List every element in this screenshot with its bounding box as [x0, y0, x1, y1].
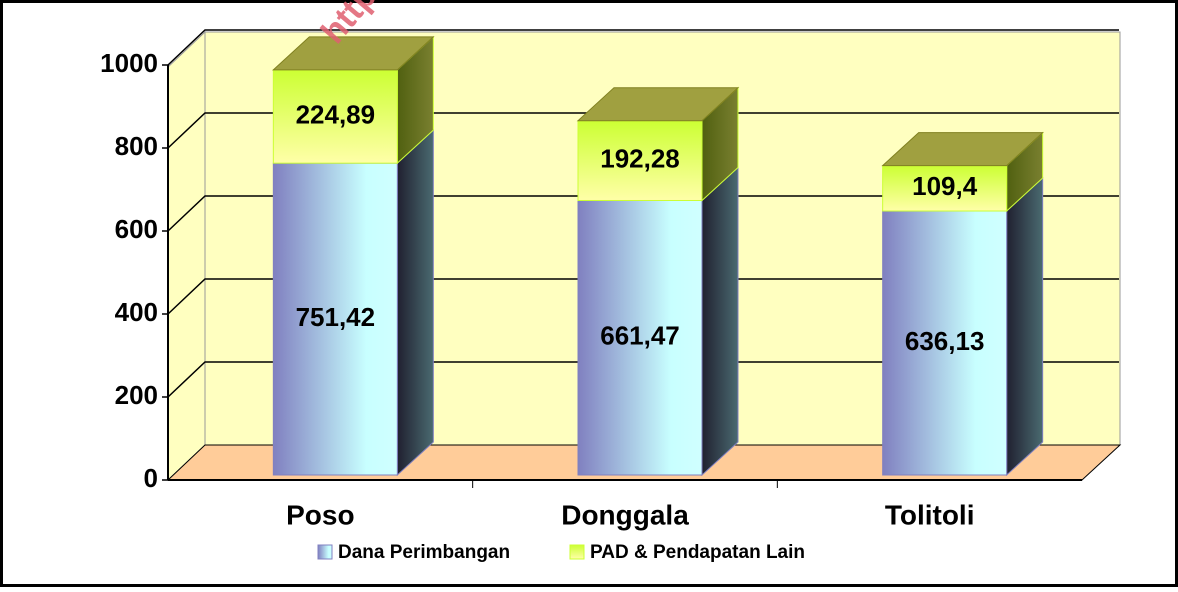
value-label: 109,4 — [912, 171, 978, 201]
bar-top — [272, 36, 435, 71]
bar — [882, 165, 1008, 212]
y-tick-label: 600 — [115, 214, 158, 244]
bar-top — [576, 87, 740, 122]
side-wall — [167, 30, 206, 482]
bar — [882, 210, 1008, 476]
y-tick-label: 1000 — [100, 48, 158, 78]
y-tick-label: 200 — [115, 380, 158, 410]
bar-side — [701, 166, 739, 477]
value-label: 636,13 — [905, 326, 985, 356]
grid-line — [167, 361, 1119, 398]
bar-side — [396, 129, 434, 477]
y-tick-label: 0 — [144, 463, 158, 493]
x-tick-label: Poso — [286, 499, 354, 530]
legend-swatch — [317, 544, 333, 560]
legend-swatch — [569, 544, 585, 560]
y-tick-label: 400 — [115, 297, 158, 327]
value-label: 224,89 — [296, 99, 376, 129]
value-label: 751,42 — [296, 302, 376, 332]
y-tick-label: 800 — [115, 131, 158, 161]
grid-line — [167, 195, 1119, 232]
bar — [577, 199, 703, 476]
bar — [272, 69, 398, 164]
legend-label: PAD & Pendapatan Lain — [590, 542, 805, 563]
value-label: 192,28 — [600, 143, 680, 173]
bar — [577, 120, 703, 201]
x-tick-label: Tolitoli — [885, 499, 975, 530]
grid-line — [167, 278, 1119, 315]
legend-label: Dana Perimbangan — [338, 542, 510, 563]
value-label: 661,47 — [600, 321, 680, 351]
bar — [272, 162, 398, 476]
grid-line — [167, 112, 1119, 149]
bar-top — [881, 132, 1044, 167]
grid-line — [167, 29, 1119, 66]
bar-side — [1006, 176, 1044, 477]
x-tick-label: Donggala — [561, 499, 689, 530]
